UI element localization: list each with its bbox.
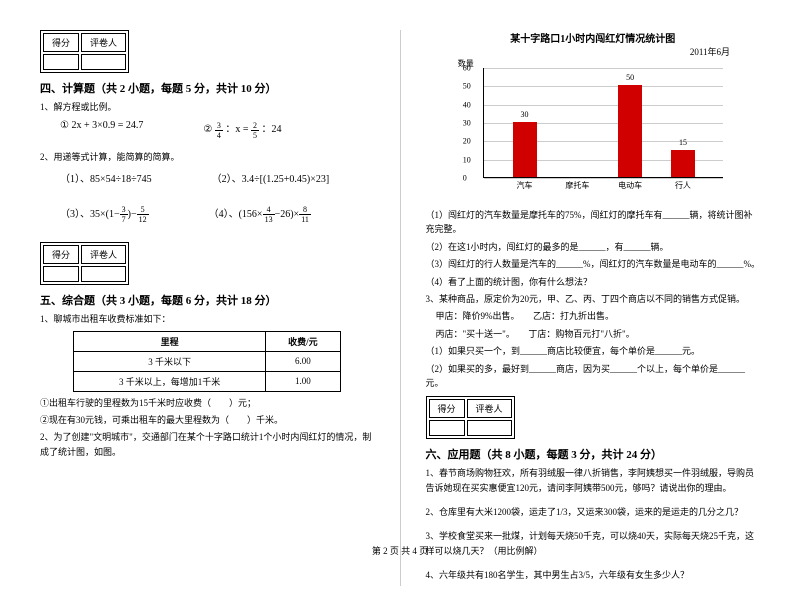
q4-1a: ① 2x + 3×0.9 = 24.7	[60, 120, 143, 139]
fare-table: 里程收费/元 3 千米以下6.00 3 千米以上，每增加1千米1.00	[73, 331, 341, 392]
bar-chart: 数量 汽车30摩托车电动车50行人15 0102030405060	[453, 63, 733, 203]
q4-2-1: （1）、85×54÷18÷745	[60, 170, 152, 185]
chart-title: 某十字路口1小时内闯红灯情况统计图	[426, 30, 761, 45]
column-divider	[400, 30, 401, 586]
cq2: （2）在这1小时内，闯红灯的最多的是______，有______辆。	[426, 240, 761, 254]
q4-2-4: （4）、(156×413−26)×811	[209, 205, 311, 224]
q5-1-1: ①出租车行驶的里程数为15千米时应收费（ ）元；	[40, 396, 375, 410]
cq3num: 3、某种商品，原定价为20元，甲、乙、丙、丁四个商店以不同的销售方式促销。	[426, 292, 761, 306]
cq1: （1）闯红灯的汽车数量是摩托车的75%，闯红灯的摩托车有______辆，将统计图…	[426, 208, 761, 237]
cq3-2: （2）如果买的多，最好到______商店，因为买______个以上，每个单价是_…	[426, 362, 761, 391]
score-box: 得分评卷人	[40, 30, 129, 73]
q5-1-2: ②现在有30元钱，可乘出租车的最大里程数为（ ）千米。	[40, 413, 375, 427]
q5-2: 2、为了创建"文明城市"，交通部门在某个十字路口统计1个小时内闯红灯的情况，制成…	[40, 430, 375, 459]
right-column: 某十字路口1小时内闯红灯情况统计图 2011年6月 数量 汽车30摩托车电动车5…	[426, 30, 761, 586]
section5-title: 五、综合题（共 3 小题，每题 6 分，共计 18 分）	[40, 292, 375, 308]
q4-2-3: （3）、35×(1−37)−512	[60, 205, 149, 224]
section6-title: 六、应用题（共 8 小题，每题 3 分，共计 24 分）	[426, 446, 761, 462]
page-footer: 第 2 页 共 4 页	[0, 544, 800, 557]
cq3-1: （1）如果只买一个，到______商店比较便宜，每个单价是______元。	[426, 344, 761, 358]
q4-2-2: （2）、3.4÷[(1.25+0.45)×23]	[212, 170, 330, 185]
section4-title: 四、计算题（共 2 小题，每题 5 分，共计 10 分）	[40, 80, 375, 96]
q6-4: 4、六年级共有180名学生，其中男生占3/5，六年级有女生多少人？	[426, 568, 761, 582]
score-box-5: 得分评卷人	[40, 242, 129, 285]
q6-1: 1、春节商场购物狂欢，所有羽绒服一律八折销售，李阿姨想买一件羽绒服，导购员告诉她…	[426, 466, 761, 495]
cq4: （4）看了上面的统计图，你有什么想法？	[426, 275, 761, 289]
q4-1b: ② 34 ：x = 25 ：24	[203, 120, 281, 139]
q6-2: 2、仓库里有大米1200袋，运走了1/3，又运来300袋，运来的是运走的几分之几…	[426, 505, 761, 519]
chart-date: 2011年6月	[426, 45, 731, 58]
cq3b: 丙店："买十送一"。 丁店：购物百元打"八折"。	[436, 327, 761, 341]
q4-2: 2、用递等式计算，能简算的简算。	[40, 150, 375, 164]
cq3a: 甲店：降价9%出售。 乙店：打九折出售。	[436, 309, 761, 323]
score-box-6: 得分评卷人	[426, 396, 515, 439]
left-column: 得分评卷人 四、计算题（共 2 小题，每题 5 分，共计 10 分） 1、解方程…	[40, 30, 375, 586]
q4-1: 1、解方程或比例。	[40, 100, 375, 114]
cq3: （3）闯红灯的行人数量是汽车的______%，闯红灯的汽车数量是电动车的____…	[426, 257, 761, 271]
q5-1: 1、聊城市出租车收费标准如下：	[40, 312, 375, 326]
